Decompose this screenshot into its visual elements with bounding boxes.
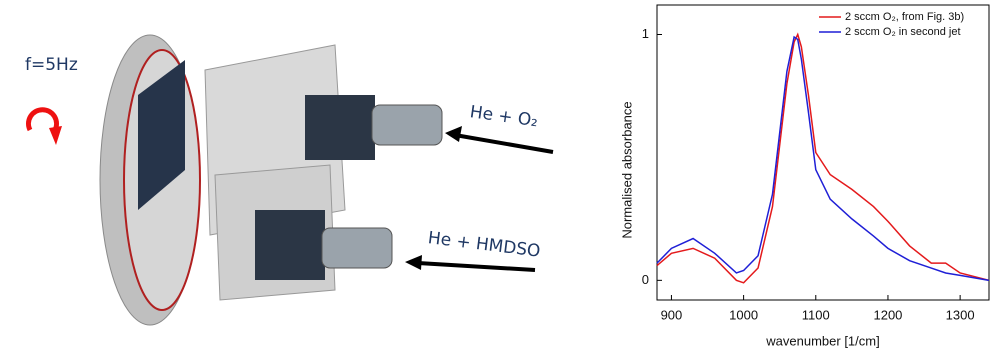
frequency-label: f=5Hz [25,55,78,75]
x-tick-label: 1100 [802,307,830,322]
jet-label: He + HMDSO [427,228,542,262]
nozzle [372,105,442,145]
plot-frame [657,5,989,300]
y-tick-label: 0 [642,272,649,287]
jet-block [255,210,325,280]
arrowhead [49,126,62,145]
apparatus-drawing: f=5Hz He + O₂ He + HMDSO [25,35,553,325]
rotation-arrow [29,110,57,130]
arrow [455,135,553,152]
y-tick-label: 1 [642,26,649,41]
x-tick-label: 1200 [873,307,902,322]
x-tick-label: 1000 [729,307,758,322]
jet-block [305,95,375,160]
x-tick-label: 900 [661,307,683,322]
chart: wavenumber [1/cm] Normalised absorbance [619,5,989,348]
arrowhead [405,255,422,270]
arrowhead [445,126,462,142]
line [657,37,989,280]
line [657,35,989,283]
x-axis-label: wavenumber [1/cm] [765,333,879,348]
x-tick-label: 1300 [946,307,975,322]
y-axis-label: Normalised absorbance [619,101,634,238]
legend-label: 2 sccm O₂ in second jet [845,26,961,38]
jet-label: He + O₂ [469,102,540,131]
figure: f=5Hz He + O₂ He + HMDSO wavenumber [1/c… [0,0,990,356]
arrow [418,263,535,270]
legend-label: 2 sccm O₂, from Fig. 3b) [845,11,964,23]
nozzle [322,228,392,268]
